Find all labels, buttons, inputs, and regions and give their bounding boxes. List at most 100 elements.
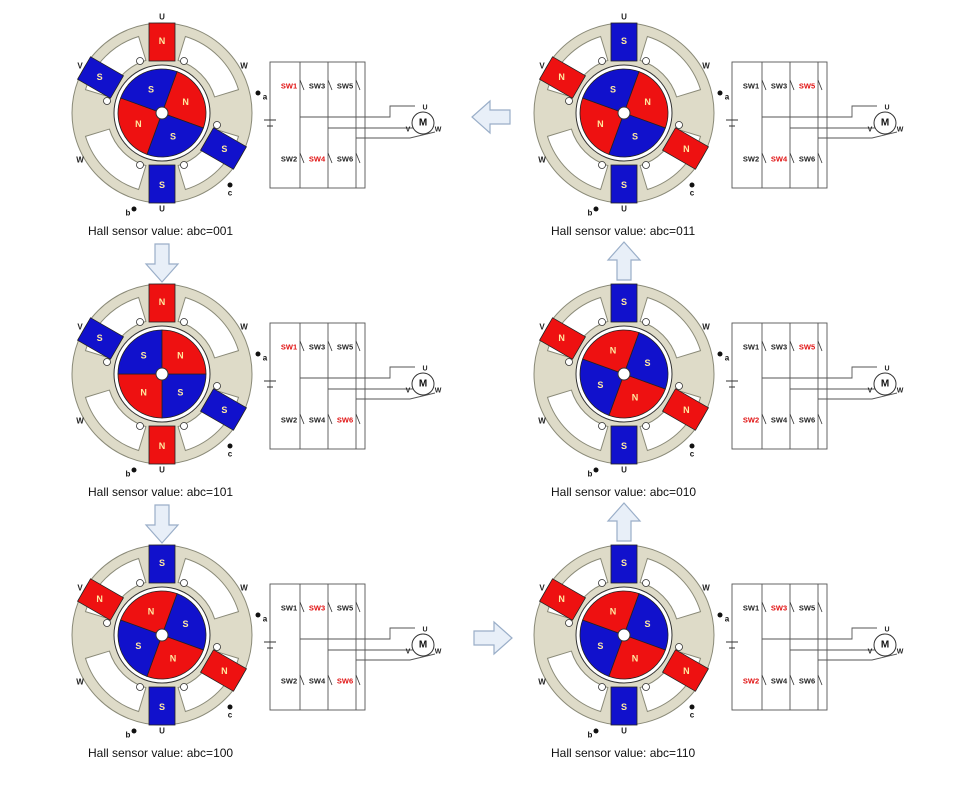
flow-arrow-shape	[144, 243, 180, 283]
stator-pole: S	[610, 686, 638, 726]
rotor-shaft	[155, 628, 169, 642]
stator-pole-label: S	[159, 558, 165, 568]
stator-window	[177, 35, 240, 98]
stator-pole-body	[199, 649, 247, 692]
motor-symbol	[411, 111, 435, 135]
switch-contact	[817, 152, 823, 164]
rotor-shaft	[617, 628, 631, 642]
switch-contact	[327, 674, 333, 686]
phase-wire-w	[818, 131, 898, 139]
hall-sensor-b	[593, 728, 599, 734]
winding-marker	[598, 579, 606, 587]
motor-symbol-label: M	[419, 640, 427, 651]
switch-contact	[789, 601, 795, 613]
stator-pole-label: N	[683, 405, 690, 415]
hall-sensor-a-label: a	[725, 354, 730, 363]
switch-contact	[327, 152, 333, 164]
stator-pole-label: S	[621, 558, 627, 568]
stator-pole-body	[539, 578, 587, 621]
switch-contact	[299, 340, 305, 352]
winding-marker	[103, 358, 111, 366]
switch-label: SW4	[309, 677, 326, 686]
stator-pole-label: N	[159, 297, 166, 307]
flow-arrow-shape	[606, 502, 642, 542]
stator-pole-label: S	[621, 702, 627, 712]
stator-pole: S	[610, 22, 638, 62]
rotor-shaft	[617, 367, 631, 381]
motor-cross-section: SNSNSNSNUUVWWacb	[533, 535, 730, 740]
stator-pole: S	[77, 56, 125, 99]
winding-marker	[180, 318, 188, 326]
inverter-frame	[731, 583, 828, 711]
stator-pole: N	[199, 649, 247, 692]
hall-sensor-b-label: b	[126, 470, 131, 479]
switch-label: SW4	[309, 416, 326, 425]
hall-sensor-a-label: a	[263, 93, 268, 102]
hall-sensor-c-label: c	[690, 711, 695, 720]
stator-window	[84, 128, 147, 191]
rotor-sector	[608, 634, 666, 680]
stator-window	[639, 296, 702, 359]
winding-marker	[180, 422, 188, 430]
phase-wire-u	[762, 366, 877, 379]
winding-marker	[103, 97, 111, 105]
stator-window	[84, 650, 147, 713]
motor-symbol-label: M	[419, 118, 427, 129]
winding-marker	[565, 619, 573, 627]
caption-abc-011: Hall sensor value: abc=011	[551, 224, 696, 238]
switch-contact	[355, 601, 361, 613]
caption-abc-101: Hall sensor value: abc=101	[88, 485, 234, 499]
stator-pole-label: N	[159, 441, 166, 451]
stator-pole-body	[148, 544, 176, 584]
rotor-shaft	[617, 106, 631, 120]
hall-sensor-c	[689, 182, 695, 188]
stator-pole-label: S	[621, 441, 627, 451]
stator-pole-body	[148, 164, 176, 204]
hall-sensor-b-label: b	[588, 731, 593, 740]
phase-u-label: U	[159, 466, 165, 475]
switch-contact	[789, 79, 795, 91]
hall-sensor-a	[717, 90, 723, 96]
switch-label: SW1	[743, 343, 759, 352]
hall-sensor-a-label: a	[263, 354, 268, 363]
hall-sensor-a-label: a	[725, 615, 730, 624]
inverter-circuit: SW1 SW3 SW5 SW2 SW4 SW6 MU V W	[264, 61, 442, 189]
phase-wire-u	[300, 627, 415, 640]
winding-marker	[103, 619, 111, 627]
stator-pole-body	[661, 649, 709, 692]
switch-contact	[327, 79, 333, 91]
hall-sensor-a	[717, 351, 723, 357]
switch-label: SW1	[281, 604, 297, 613]
stator-pole: S	[148, 164, 176, 204]
motor-symbol	[873, 633, 897, 657]
hall-sensor-c	[689, 443, 695, 449]
switch-contact	[789, 413, 795, 425]
hall-sensor-b	[131, 206, 137, 212]
switch-contact	[355, 79, 361, 91]
stator-pole: N	[539, 317, 587, 360]
phase-wire-w	[356, 653, 436, 661]
flow-arrow-shape	[473, 620, 513, 656]
stator-window	[639, 557, 702, 620]
rotor-sector	[161, 71, 207, 129]
phase-v-label: V	[539, 323, 545, 332]
switch-label-active: SW2	[743, 677, 759, 686]
rotor-sector-label: S	[177, 387, 183, 397]
phase-wire-w	[356, 131, 436, 139]
switch-label: SW2	[281, 677, 297, 686]
rotor-sector	[579, 97, 625, 155]
switch-contact	[761, 340, 767, 352]
phase-u-label: U	[621, 727, 627, 736]
caption-abc-110: Hall sensor value: abc=110	[551, 746, 696, 760]
winding-marker	[136, 57, 144, 65]
switch-contact	[789, 152, 795, 164]
winding-marker	[213, 382, 221, 390]
stator-pole-body	[539, 317, 587, 360]
hall-sensor-b-label: b	[126, 209, 131, 218]
winding-marker	[642, 422, 650, 430]
winding-marker	[136, 683, 144, 691]
stator-pole: N	[661, 388, 709, 431]
inverter-frame	[731, 61, 828, 189]
phase-wire-u	[762, 627, 877, 640]
